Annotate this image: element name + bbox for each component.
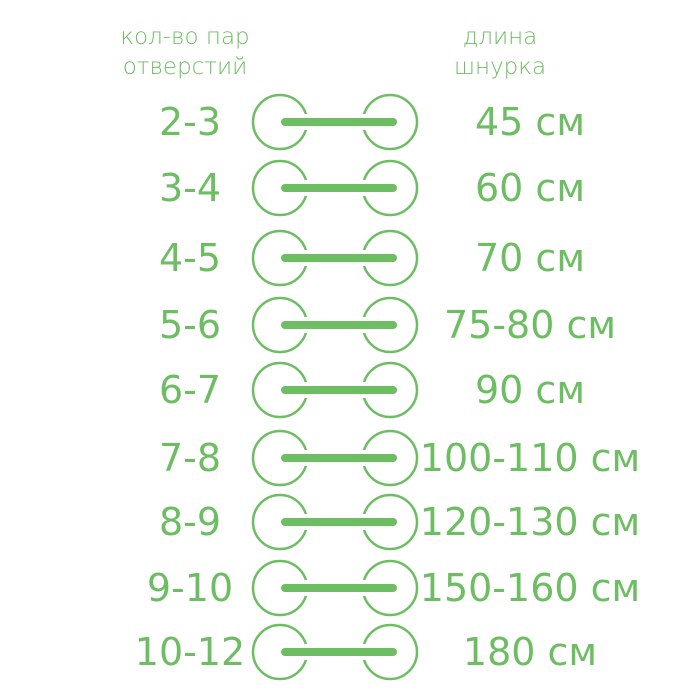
- size-row: 5-6 75-80 см: [0, 295, 700, 355]
- holes-label: 8-9: [158, 500, 222, 544]
- size-row: 2-3 45 см: [0, 92, 700, 152]
- length-label: 75-80 см: [443, 303, 617, 347]
- holes-label: 9-10: [146, 566, 234, 610]
- lace-icon: [251, 429, 419, 487]
- lace-icon: [251, 159, 419, 217]
- lace-icon: [251, 623, 419, 681]
- holes-label: 4-5: [158, 236, 222, 280]
- lace-icon: [251, 229, 419, 287]
- length-label: 45 см: [475, 100, 585, 144]
- length-label: 60 см: [475, 166, 585, 210]
- holes-label: 10-12: [134, 630, 246, 674]
- lace-icon: [251, 559, 419, 617]
- size-row: 4-5 70 см: [0, 228, 700, 288]
- lace-icon: [251, 93, 419, 151]
- header-length-line1: длина: [462, 24, 538, 50]
- length-label: 150-160 см: [419, 566, 641, 610]
- header-holes-line2: отверстий: [122, 54, 248, 80]
- lace-icon: [251, 361, 419, 419]
- header-length: длина шнурка: [400, 22, 600, 82]
- holes-label: 7-8: [158, 436, 222, 480]
- size-row: 6-7 90 см: [0, 360, 700, 420]
- holes-label: 5-6: [158, 303, 222, 347]
- length-label: 90 см: [475, 368, 585, 412]
- size-row: 7-8 100-110 см: [0, 428, 700, 488]
- header-length-line2: шнурка: [453, 54, 547, 80]
- holes-label: 2-3: [158, 100, 222, 144]
- size-row: 3-4 60 см: [0, 158, 700, 218]
- size-row: 9-10 150-160 см: [0, 558, 700, 618]
- size-row: 10-12 180 см: [0, 622, 700, 682]
- length-label: 70 см: [475, 236, 585, 280]
- length-label: 120-130 см: [419, 500, 641, 544]
- length-label: 100-110 см: [419, 436, 641, 480]
- lace-icon: [251, 493, 419, 551]
- lace-icon: [251, 296, 419, 354]
- header-holes-line1: кол-во пар: [120, 24, 250, 50]
- length-label: 180 см: [462, 630, 598, 674]
- header-holes: кол-во пар отверстий: [85, 22, 285, 82]
- holes-label: 6-7: [158, 368, 222, 412]
- holes-label: 3-4: [158, 166, 222, 210]
- size-row: 8-9 120-130 см: [0, 492, 700, 552]
